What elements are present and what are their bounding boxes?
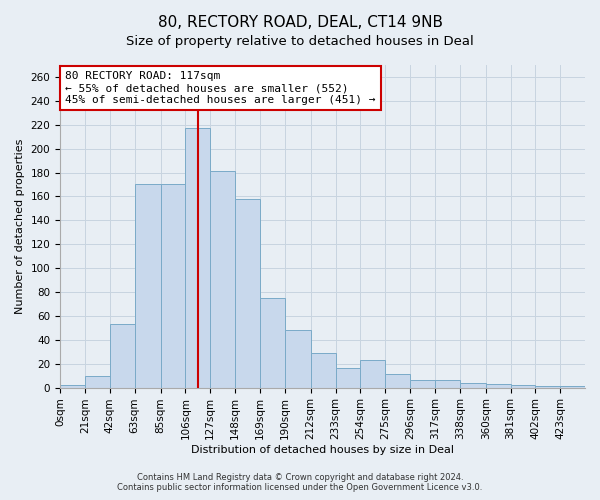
Bar xyxy=(335,368,361,388)
Bar xyxy=(385,374,410,388)
Bar xyxy=(85,376,110,388)
Bar xyxy=(110,324,134,388)
Bar xyxy=(410,380,435,388)
Text: Contains HM Land Registry data © Crown copyright and database right 2024.
Contai: Contains HM Land Registry data © Crown c… xyxy=(118,472,482,492)
Text: 80 RECTORY ROAD: 117sqm
← 55% of detached houses are smaller (552)
45% of semi-d: 80 RECTORY ROAD: 117sqm ← 55% of detache… xyxy=(65,72,376,104)
Bar xyxy=(134,184,161,388)
Bar xyxy=(235,199,260,388)
Bar xyxy=(161,184,185,388)
Bar xyxy=(511,385,535,388)
Bar xyxy=(460,383,485,388)
Bar xyxy=(210,172,235,388)
Bar xyxy=(560,386,585,388)
Bar xyxy=(284,330,311,388)
Bar xyxy=(435,380,460,388)
Text: Size of property relative to detached houses in Deal: Size of property relative to detached ho… xyxy=(126,35,474,48)
Bar xyxy=(260,298,284,388)
Y-axis label: Number of detached properties: Number of detached properties xyxy=(15,138,25,314)
Text: 80, RECTORY ROAD, DEAL, CT14 9NB: 80, RECTORY ROAD, DEAL, CT14 9NB xyxy=(157,15,443,30)
Bar xyxy=(185,128,210,388)
X-axis label: Distribution of detached houses by size in Deal: Distribution of detached houses by size … xyxy=(191,445,454,455)
Bar xyxy=(311,353,335,388)
Bar xyxy=(535,386,560,388)
Bar xyxy=(361,360,385,388)
Bar xyxy=(485,384,511,388)
Bar xyxy=(60,385,85,388)
